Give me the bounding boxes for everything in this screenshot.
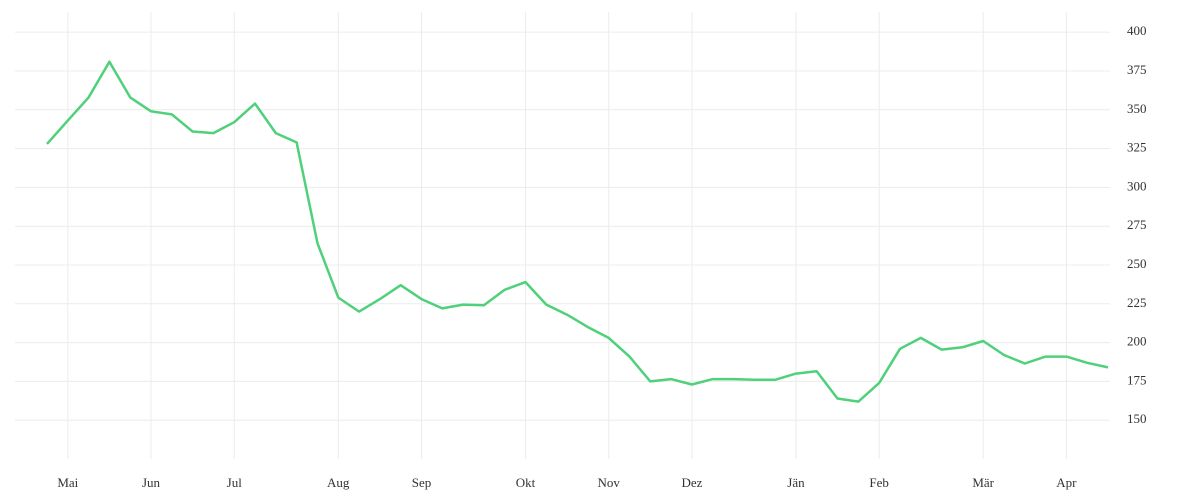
x-tick-label: Nov [598, 475, 621, 490]
x-tick-label: Aug [327, 475, 350, 490]
line-series [46, 60, 1109, 403]
y-tick-label: 400 [1127, 23, 1147, 38]
x-tick-label: Mai [57, 475, 78, 490]
x-tick-label: Jul [227, 475, 243, 490]
x-tick-label: Apr [1056, 475, 1077, 490]
x-tick-label: Jän [787, 475, 805, 490]
y-tick-label: 275 [1127, 217, 1147, 232]
x-tick-label: Dez [681, 475, 702, 490]
y-tick-label: 325 [1127, 140, 1147, 155]
x-tick-label: Okt [516, 475, 536, 490]
y-tick-label: 350 [1127, 101, 1147, 116]
y-tick-label: 225 [1127, 295, 1147, 310]
y-tick-label: 175 [1127, 372, 1147, 387]
y-tick-label: 375 [1127, 62, 1147, 77]
x-tick-label: Feb [869, 475, 889, 490]
y-tick-label: 150 [1127, 411, 1147, 426]
x-tick-label: Jun [142, 475, 161, 490]
y-tick-label: 250 [1127, 256, 1147, 271]
x-tick-label: Sep [412, 475, 432, 490]
x-tick-label: Mär [972, 475, 994, 490]
y-tick-label: 200 [1127, 334, 1147, 349]
y-tick-label: 300 [1127, 178, 1147, 193]
